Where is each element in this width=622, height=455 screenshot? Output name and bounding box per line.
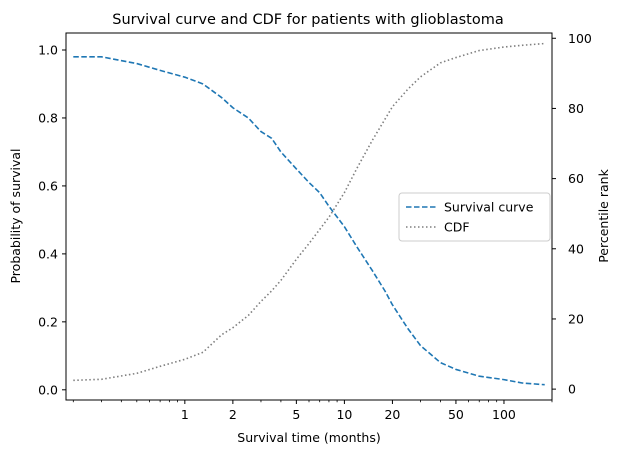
x-tick-label: 50 — [448, 407, 464, 422]
y-axis-right: 0 20 40 60 80 100 — [552, 31, 592, 397]
series-layer — [73, 42, 545, 386]
y2-tick-label: 40 — [568, 241, 584, 256]
legend: Survival curve CDF — [398, 192, 551, 242]
y2-tick-label: 0 — [568, 382, 576, 397]
y2-tick-label: 100 — [568, 31, 592, 46]
x-axis-label: Survival time (months) — [237, 430, 380, 445]
y-axis-left: 0.0 0.2 0.4 0.6 0.8 1.0 — [38, 42, 66, 397]
legend-label-survival: Survival curve — [444, 200, 534, 215]
y-tick-label: 0.0 — [38, 382, 58, 397]
chart-title: Survival curve and CDF for patients with… — [112, 12, 504, 28]
y-tick-label: 1.0 — [38, 42, 58, 57]
x-tick-label: 1 — [181, 407, 189, 422]
x-tick-label: 100 — [492, 407, 516, 422]
x-axis: 1 2 5 10 20 50 100 — [72, 400, 553, 422]
y2-tick-label: 20 — [568, 311, 584, 326]
legend-box — [398, 192, 551, 242]
y-tick-label: 0.4 — [38, 246, 58, 261]
y2-axis-label: Percentile rank — [596, 168, 611, 262]
x-tick-label: 5 — [292, 407, 300, 422]
legend-label-cdf: CDF — [444, 220, 470, 235]
series-line-survival — [73, 55, 545, 386]
y-axis-label: Probability of survival — [8, 148, 23, 283]
x-tick-label: 20 — [384, 407, 400, 422]
y-tick-label: 0.2 — [38, 314, 58, 329]
x-tick-label: 2 — [229, 407, 237, 422]
y-tick-label: 0.8 — [38, 110, 58, 125]
y2-tick-label: 80 — [568, 101, 584, 116]
y2-tick-label: 60 — [568, 171, 584, 186]
y-tick-label: 0.6 — [38, 178, 58, 193]
x-tick-label: 10 — [336, 407, 352, 422]
